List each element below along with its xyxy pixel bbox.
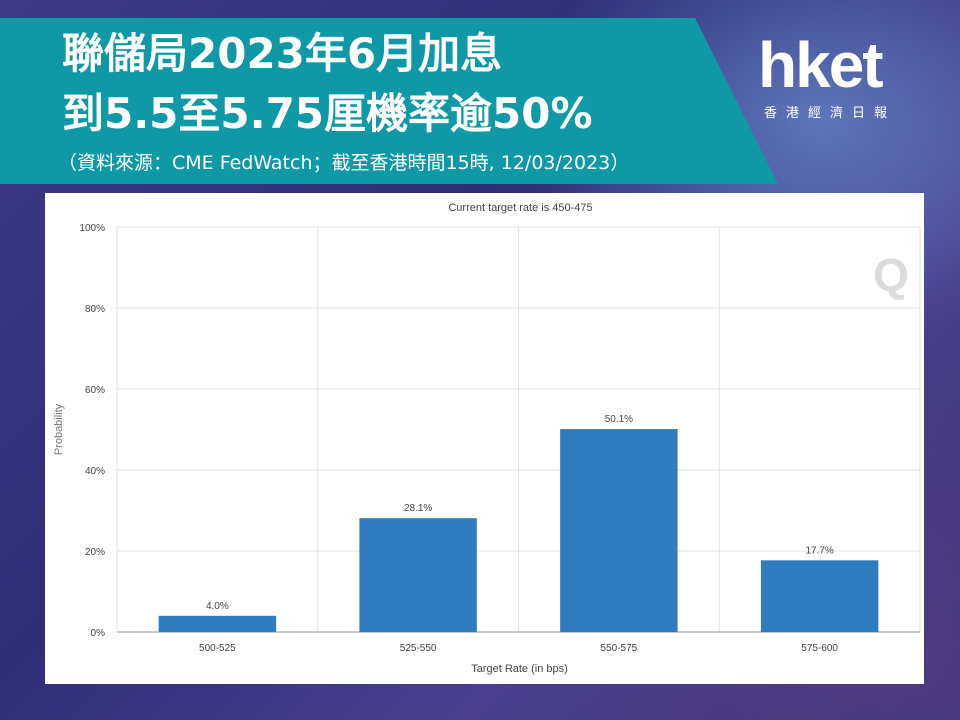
bar xyxy=(158,615,277,632)
x-tick-label: 500-525 xyxy=(199,643,236,654)
y-tick-label: 20% xyxy=(85,547,105,558)
y-tick-label: 0% xyxy=(91,628,106,639)
bar-data-label: 4.0% xyxy=(206,601,229,612)
page-title-line-2: 到5.5至5.75厘機率逾50% xyxy=(62,89,593,138)
bar-data-label: 17.7% xyxy=(805,545,833,556)
chart-panel: 0% 20% 40% 60% 80% 100% Q 4.0% 500-525 28.1% 525-5… xyxy=(45,193,924,684)
source-note: （資料來源：CME FedWatch；截至香港時間15時, 12/03/2023… xyxy=(58,152,630,174)
logo-subtitle: 香港經濟日報 xyxy=(764,106,897,121)
y-tick-label: 100% xyxy=(79,223,105,234)
y-axis-label: Probability xyxy=(53,403,65,455)
watermark-logo: Q xyxy=(873,249,909,301)
y-tick-label: 80% xyxy=(85,304,105,315)
hket-logo: hket 香港經濟日報 xyxy=(758,30,928,126)
bar xyxy=(560,429,678,632)
bar-data-label: 28.1% xyxy=(404,503,432,514)
bar-chart: 0% 20% 40% 60% 80% 100% Q 4.0% 500-525 28.1% 525-5… xyxy=(53,202,921,675)
bar-data-label: 50.1% xyxy=(605,414,633,425)
x-tick-label: 575-600 xyxy=(801,643,838,654)
page-title-line-1: 聯儲局2023年6月加息 xyxy=(62,29,503,78)
x-tick-label: 525-550 xyxy=(400,643,437,654)
y-tick-label: 40% xyxy=(85,466,105,477)
y-tick-label: 60% xyxy=(85,385,105,396)
header-banner xyxy=(0,18,778,184)
x-axis-label: Target Rate (in bps) xyxy=(471,663,568,675)
bar xyxy=(760,560,879,632)
bar xyxy=(359,518,477,632)
logo-wordmark: hket xyxy=(758,29,884,101)
chart-title: Current target rate is 450-475 xyxy=(448,202,592,214)
x-tick-label: 550-575 xyxy=(601,643,638,654)
